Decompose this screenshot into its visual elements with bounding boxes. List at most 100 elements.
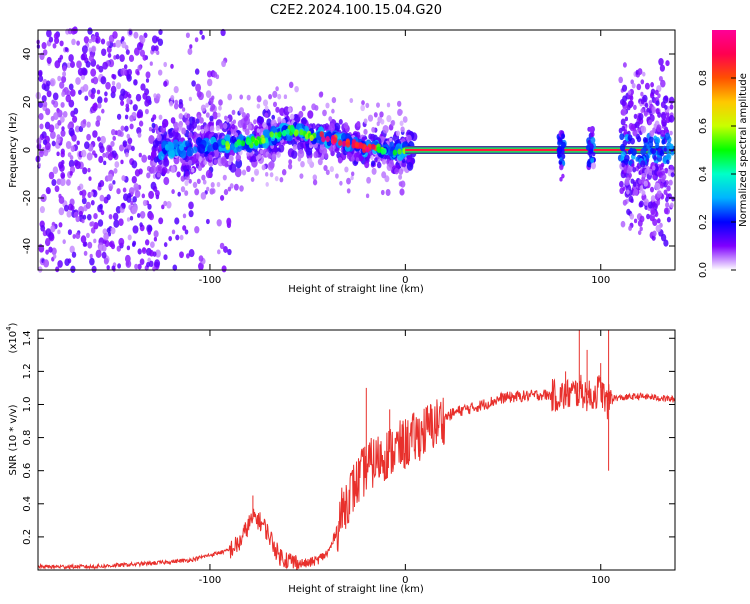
spectrogram-point (125, 49, 130, 55)
spectrogram-point (239, 107, 244, 115)
spectrogram-point (644, 82, 650, 90)
spectrogram-point (217, 112, 221, 118)
spectrogram-point (181, 107, 186, 112)
spectrogram-point (147, 230, 152, 235)
spectrogram-point (621, 162, 625, 168)
spectrogram-point (311, 123, 316, 130)
spectrogram-point (265, 181, 269, 187)
spectrogram-point (155, 249, 161, 258)
spectrogram-point (114, 161, 120, 168)
spectrogram-point (370, 155, 374, 161)
spectrogram-point (139, 35, 146, 44)
spectrogram-point (51, 178, 57, 187)
spectrogram-point (60, 172, 66, 179)
spectrogram-point (660, 79, 666, 88)
spectrogram-point (90, 200, 95, 206)
spectrogram-point (194, 225, 200, 234)
spectrogram-point (657, 111, 662, 118)
spectrogram-point (200, 192, 207, 200)
spectrogram-point (177, 191, 181, 197)
spectrogram-point (148, 190, 155, 199)
spectrogram-point (349, 97, 354, 104)
spectrogram-point (180, 175, 186, 182)
spectrogram-point (38, 75, 44, 82)
spectrogram-point (640, 79, 645, 85)
spectrogram-point (359, 155, 364, 162)
spectrogram-point (161, 204, 165, 210)
spectrogram-point (139, 210, 146, 219)
spectrogram-point (652, 165, 656, 171)
spectrogram-point (250, 176, 255, 183)
spectrogram-point (154, 45, 159, 52)
spectrogram-point (135, 93, 142, 102)
spectrogram-point (116, 82, 122, 90)
spectrogram-point (639, 226, 643, 232)
spectrogram-xlabel: Height of straight line (km) (288, 284, 424, 295)
spectrogram-point (661, 118, 667, 127)
spectrogram-point (113, 219, 120, 228)
spectrogram-point (132, 104, 138, 112)
spectrogram-ytick-label: -20 (22, 190, 33, 206)
spectrogram-point (198, 262, 204, 271)
spectrogram-point (69, 245, 75, 254)
spectrogram-point (194, 188, 200, 196)
spectrogram-point (107, 173, 113, 182)
spectrogram-point (129, 115, 134, 122)
spectrogram-point (301, 117, 307, 125)
spectrogram-point (77, 67, 84, 76)
spectrogram-point (41, 83, 47, 90)
spectrogram-point (559, 176, 563, 182)
spectrogram-point (163, 242, 168, 248)
spectrogram-point (156, 93, 161, 100)
spectrogram-point (38, 101, 44, 108)
spectrogram-point (317, 158, 323, 166)
spectrogram-point (355, 157, 360, 162)
spectrogram-point (144, 108, 149, 115)
spectrogram-point (394, 167, 399, 175)
spectrogram-point (640, 99, 645, 105)
spectrogram-point (287, 163, 293, 170)
spectrogram-point (138, 152, 142, 158)
spectrogram-point (71, 38, 76, 46)
spectrogram-point (262, 99, 269, 107)
spectrogram-line-core (405, 148, 675, 152)
spectrogram-point (112, 31, 118, 39)
snr-ytick-label: 0.4 (22, 496, 33, 512)
spectrogram-xtick-label: -100 (199, 275, 222, 286)
spectrogram-point (227, 186, 232, 192)
spectrogram-point (338, 119, 343, 125)
spectrogram-point (356, 121, 361, 126)
spectrogram-point (392, 149, 398, 156)
spectrogram-point (179, 143, 185, 151)
spectrogram-xtick-label: 100 (591, 275, 610, 286)
spectrogram-point (86, 133, 91, 141)
spectrogram-point (186, 113, 191, 119)
spectrogram-point (363, 118, 368, 124)
spectrogram-point (52, 166, 59, 175)
spectrogram-point (264, 112, 269, 119)
spectrogram-point (205, 218, 210, 225)
spectrogram-point (111, 265, 116, 271)
spectrogram-point (88, 47, 92, 53)
spectrogram-point (624, 116, 629, 122)
spectrogram-point (200, 128, 205, 134)
spectrogram-point (118, 237, 125, 247)
spectrogram-point (185, 253, 190, 259)
spectrogram-point (192, 181, 198, 189)
spectrogram-point (656, 190, 663, 198)
spectrogram-point (400, 180, 406, 188)
spectrogram-point (660, 233, 667, 242)
spectrogram-point (188, 249, 195, 258)
spectrogram-point (632, 181, 637, 187)
spectrogram-point (665, 202, 670, 208)
spectrogram-point (621, 84, 628, 92)
spectrogram-point (83, 250, 88, 256)
spectrogram-point (126, 74, 132, 82)
spectrogram-point (656, 124, 662, 132)
spectrogram-point (637, 68, 643, 76)
spectrogram-point (65, 94, 72, 103)
spectrogram-point (233, 183, 239, 191)
spectrogram-point (89, 253, 93, 259)
spectrogram-point (618, 76, 624, 84)
spectrogram-point (122, 187, 127, 193)
